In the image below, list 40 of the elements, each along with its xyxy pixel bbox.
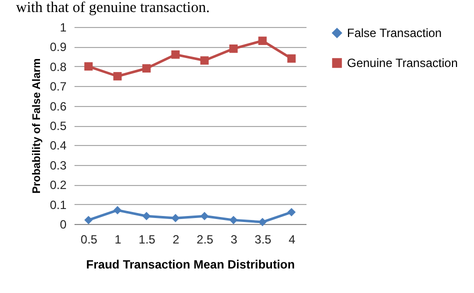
x-axis-title: Fraud Transaction Mean Distribution	[86, 258, 295, 272]
y-axis-title: Probability of False Alarm	[30, 58, 43, 194]
y-tick-label: 0.4	[50, 138, 67, 153]
y-tick-label: 0.7	[50, 80, 67, 94]
x-tick-label: 1.5	[138, 232, 156, 246]
point	[229, 216, 238, 224]
y-tick-label: 0.6	[50, 99, 67, 114]
x-tick-label: 3	[230, 232, 238, 246]
point	[171, 50, 180, 59]
point	[84, 216, 93, 224]
y-tick-label: 0.2	[50, 178, 67, 192]
x-tick-label: 2.5	[196, 232, 214, 246]
x-tick-label: 3.5	[254, 232, 272, 246]
point	[142, 212, 151, 220]
y-tick-label: 0.9	[50, 40, 67, 54]
point	[287, 208, 296, 216]
y-tick-label: 1	[60, 20, 67, 34]
x-tick-label: 1	[114, 232, 122, 246]
y-tick-label: 0.3	[50, 158, 67, 172]
point	[200, 212, 209, 220]
x-tick-label: 2	[172, 232, 180, 246]
point	[142, 64, 151, 73]
point	[258, 218, 267, 226]
y-tick-label: 0.5	[50, 119, 67, 133]
y-tick-label: 0.8	[50, 60, 67, 74]
point	[287, 54, 296, 63]
y-tick-label: 0	[60, 218, 67, 232]
point	[113, 72, 122, 80]
text: with that of genuine transaction.	[16, 0, 210, 16]
point	[84, 62, 93, 71]
y-tick-label: 0.1	[50, 198, 67, 212]
x-tick-label: 4	[288, 232, 296, 246]
point	[113, 206, 122, 214]
point	[229, 44, 238, 53]
point	[171, 214, 180, 222]
point	[200, 56, 209, 65]
legend-label: False Transaction	[347, 26, 442, 40]
point	[258, 36, 267, 45]
x-tick-label: 0.5	[80, 232, 98, 246]
legend-label: Genuine Transaction	[347, 56, 458, 70]
